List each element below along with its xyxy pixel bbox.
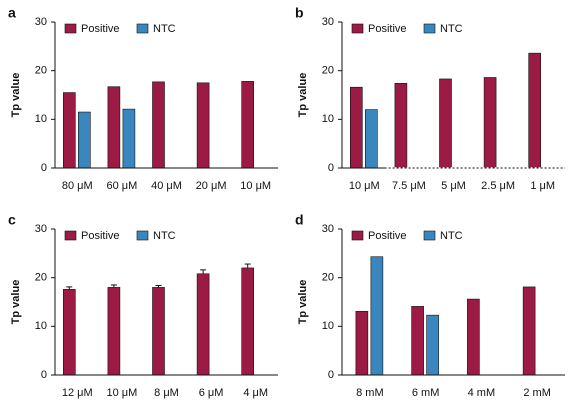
x-tick-label: 10 μM	[107, 387, 138, 399]
x-tick-label: 1 μM	[530, 180, 555, 192]
x-tick-label: 12 μM	[62, 387, 93, 399]
x-tick-label: 2 mM	[523, 387, 551, 399]
x-tick-label: 4 mM	[468, 387, 496, 399]
bar	[426, 314, 439, 376]
bar	[62, 289, 76, 376]
y-axis-label: Tp value	[297, 280, 309, 325]
bar	[62, 92, 76, 169]
x-tick-label: 8 mM	[356, 387, 384, 399]
legend-label: NTC	[440, 23, 463, 35]
x-tick-label: 2.5 μM	[481, 180, 515, 192]
y-tick-label: 30	[35, 16, 47, 28]
y-tick-label: 10	[35, 320, 47, 332]
panel-label: a	[8, 5, 16, 21]
bar	[78, 111, 91, 169]
bar	[370, 256, 384, 376]
x-tick-label: 7.5 μM	[392, 180, 426, 192]
x-tick-label: 6 mM	[412, 387, 440, 399]
bar	[355, 310, 369, 376]
bar	[196, 273, 210, 376]
bar	[364, 109, 378, 169]
panel-label: d	[295, 212, 304, 228]
legend-label: Positive	[81, 230, 120, 242]
legend-swatch	[351, 230, 364, 241]
bar	[107, 287, 121, 376]
x-tick-label: 20 μM	[196, 180, 227, 192]
panel-label: c	[8, 212, 16, 228]
bar	[528, 52, 542, 169]
legend-swatch	[136, 23, 149, 34]
legend-swatch	[423, 23, 436, 34]
bar	[349, 86, 363, 169]
bar	[152, 81, 165, 169]
legend-swatch	[64, 230, 77, 241]
error-bar	[110, 284, 117, 288]
error-bar	[200, 269, 207, 274]
y-tick-label: 30	[322, 223, 334, 235]
bar	[122, 108, 136, 169]
legend-label: NTC	[440, 230, 463, 242]
x-tick-label: 80 μM	[62, 180, 93, 192]
y-axis-label: Tp value	[297, 73, 309, 118]
y-tick-label: 20	[35, 272, 47, 284]
error-bar	[66, 286, 73, 290]
bar	[394, 83, 408, 169]
y-axis-label: Tp value	[10, 280, 22, 325]
bar	[522, 286, 536, 376]
y-tick-label: 0	[328, 162, 334, 174]
bar	[467, 298, 480, 376]
x-tick-label: 40 μM	[151, 180, 182, 192]
x-tick-label: 5 μM	[441, 180, 466, 192]
y-tick-label: 0	[328, 369, 334, 381]
x-tick-label: 8 μM	[154, 387, 179, 399]
y-tick-label: 0	[41, 162, 47, 174]
legend-swatch	[351, 23, 364, 34]
y-axis-label: Tp value	[10, 73, 22, 118]
legend-label: NTC	[153, 23, 176, 35]
y-tick-label: 10	[35, 113, 47, 125]
legend-label: NTC	[153, 230, 176, 242]
legend-label: Positive	[368, 23, 407, 35]
bar	[439, 78, 452, 169]
x-tick-label: 6 μM	[199, 387, 224, 399]
bar	[411, 306, 424, 376]
y-tick-label: 0	[41, 369, 47, 381]
error-bar	[244, 263, 251, 268]
bar	[196, 82, 210, 169]
legend-swatch	[423, 230, 436, 241]
legend-label: Positive	[81, 23, 120, 35]
legend-swatch	[64, 23, 77, 34]
y-tick-label: 20	[322, 272, 334, 284]
y-tick-label: 20	[322, 65, 334, 77]
y-tick-label: 30	[35, 223, 47, 235]
y-tick-label: 20	[35, 65, 47, 77]
legend-swatch	[136, 230, 149, 241]
panel-label: b	[295, 5, 304, 21]
error-bar	[155, 284, 162, 288]
bar	[241, 267, 254, 376]
legend-label: Positive	[368, 230, 407, 242]
x-tick-label: 4 μM	[243, 387, 268, 399]
x-tick-label: 10 μM	[349, 180, 380, 192]
bar	[241, 81, 254, 169]
x-tick-label: 60 μM	[107, 180, 138, 192]
y-tick-label: 10	[322, 320, 334, 332]
bar	[483, 77, 497, 169]
y-tick-label: 30	[322, 16, 334, 28]
y-tick-label: 10	[322, 113, 334, 125]
x-tick-label: 10 μM	[240, 180, 271, 192]
bar	[107, 86, 121, 169]
bar	[152, 287, 165, 376]
